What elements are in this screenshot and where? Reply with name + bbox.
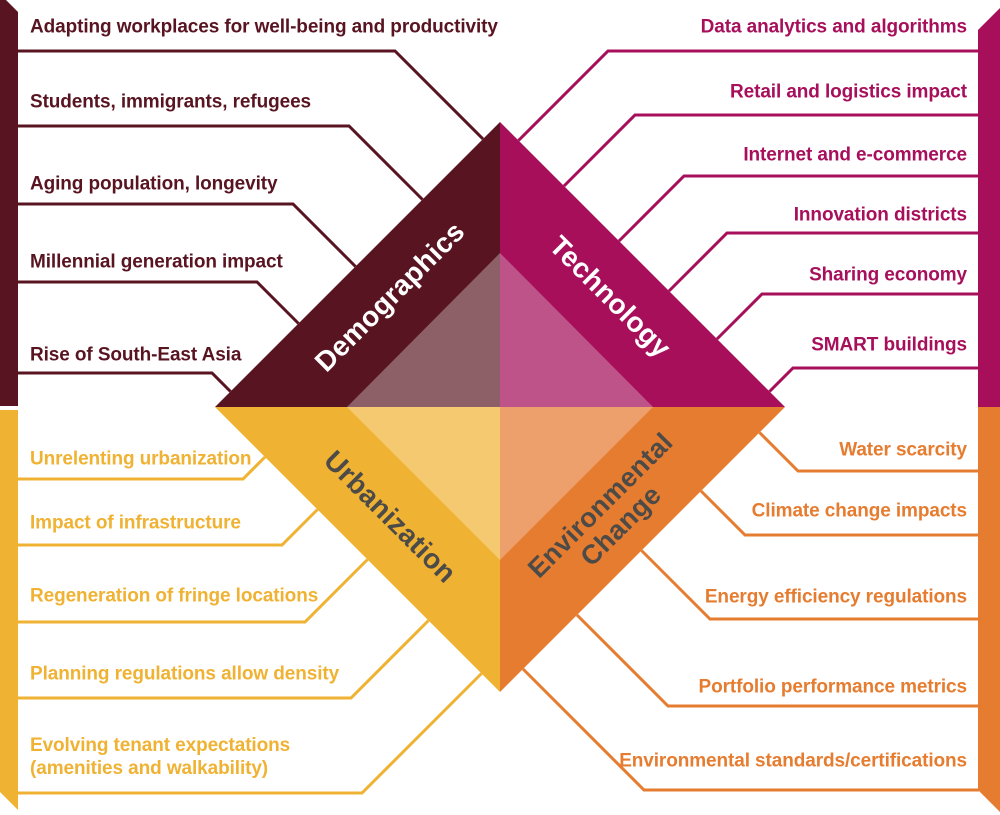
urbanization-item-label: Impact of infrastructure xyxy=(30,512,241,534)
demographics-item-label: Adapting workplaces for well-being and p… xyxy=(30,16,498,38)
urbanization-inner-shape xyxy=(347,407,500,560)
technology-item-label: Data analytics and algorithms xyxy=(700,16,967,38)
technology-item-label: Internet and e-commerce xyxy=(743,144,967,166)
technology-edge-bar xyxy=(978,8,1000,407)
technology-connector-line xyxy=(768,366,979,393)
urbanization-connector-line xyxy=(18,508,319,547)
technology-item-label: Retail and logistics impact xyxy=(730,81,967,103)
technology-item-label: Innovation districts xyxy=(793,204,967,226)
environmental-connector-line xyxy=(575,613,979,708)
environmental-connector-line xyxy=(758,431,979,473)
urbanization-edge-bar xyxy=(0,410,18,810)
urbanization-item-label: Planning regulations allow density xyxy=(30,663,340,685)
technology-item-label: SMART buildings xyxy=(811,334,967,356)
environmental-connector-line xyxy=(699,489,979,537)
urbanization-connector-line xyxy=(18,455,267,481)
environmental-item-label: Portfolio performance metrics xyxy=(698,676,968,698)
technology-item-label: Sharing economy xyxy=(809,264,967,286)
technology-inner-shape xyxy=(500,253,653,407)
demographics-inner-shape xyxy=(347,253,500,407)
urbanization-connector-line xyxy=(18,558,369,624)
environmental-edge-bar xyxy=(978,407,1000,812)
environmental-item-label: Environmental standards/certifications xyxy=(619,750,967,772)
demographics-item-label: Aging population, longevity xyxy=(30,173,278,195)
demographics-connector-line xyxy=(18,49,485,141)
technology-connector-line xyxy=(715,292,979,341)
environmental-item-label: Climate change impacts xyxy=(751,500,967,522)
technology-connector-line xyxy=(562,113,979,188)
demographics-connector-line xyxy=(18,280,300,325)
urbanization-connector-line xyxy=(18,619,430,700)
environmental-item-label: Water scarcity xyxy=(839,439,967,461)
environmental-inner-shape xyxy=(500,407,653,560)
demographics-connector-line xyxy=(18,124,424,201)
demographics-item-label: Students, immigrants, refugees xyxy=(30,91,312,113)
demographics-connector-line xyxy=(18,371,232,393)
urbanization-item-label: Evolving tenant expectations (amenities … xyxy=(30,734,291,779)
demographics-item-label: Rise of South-East Asia xyxy=(30,344,242,366)
technology-connector-line xyxy=(617,174,979,243)
urbanization-item-label: Unrelenting urbanization xyxy=(30,448,252,470)
technology-connector-line xyxy=(517,49,979,142)
urbanization-connector-line xyxy=(18,672,483,795)
demographics-item-label: Millennial generation impact xyxy=(30,251,283,273)
demographics-connector-line xyxy=(18,202,357,268)
environmental-connector-line xyxy=(640,549,979,621)
demographics-edge-bar xyxy=(0,0,18,406)
technology-connector-line xyxy=(667,231,979,293)
urbanization-item-label: Regeneration of fringe locations xyxy=(30,585,319,607)
environmental-connector-line xyxy=(521,667,979,792)
environmental-item-label: Energy efficiency regulations xyxy=(704,586,967,608)
